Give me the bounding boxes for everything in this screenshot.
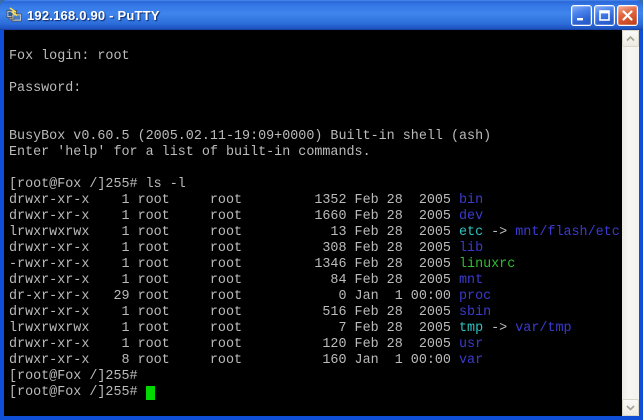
putty-app-icon bbox=[6, 6, 23, 24]
window-frame: Fox login: root Password: BusyBox v0.60.5 … bbox=[4, 30, 639, 416]
terminal-text-segment: drwxr-xr-x 1 root root 120 Feb 28 2005 bbox=[9, 337, 459, 352]
terminal-line: drwxr-xr-x 1 root root 308 Feb 28 2005 l… bbox=[9, 241, 622, 257]
terminal-text-segment: drwxr-xr-x 1 root root 1352 Feb 28 2005 bbox=[9, 193, 459, 208]
scrollbar[interactable] bbox=[622, 30, 639, 416]
terminal-line: BusyBox v0.60.5 (2005.02.11-19:09+0000) … bbox=[9, 129, 622, 145]
terminal-text-segment: drwxr-xr-x 1 root root 84 Feb 28 2005 bbox=[9, 273, 459, 288]
window-title: 192.168.0.90 - PuTTY bbox=[27, 7, 160, 23]
terminal-line: lrwxrwxrwx 1 root root 7 Feb 28 2005 tmp… bbox=[9, 321, 622, 337]
terminal-line: Fox login: root bbox=[9, 49, 622, 65]
terminal-text-segment: dr-xr-xr-x 29 root root 0 Jan 1 00:00 bbox=[9, 289, 459, 304]
terminal-text-segment: usr bbox=[459, 337, 484, 352]
terminal-line: Enter 'help' for a list of built-in comm… bbox=[9, 145, 622, 161]
terminal-text-segment: lib bbox=[459, 241, 484, 256]
terminal-text-segment: Enter 'help' for a list of built-in comm… bbox=[9, 145, 371, 160]
terminal-text-segment: lrwxrwxrwx 1 root root 13 Feb 28 2005 bbox=[9, 225, 459, 240]
terminal-text-segment: BusyBox v0.60.5 (2005.02.11-19:09+0000) … bbox=[9, 129, 492, 144]
terminal-text-segment: mnt bbox=[459, 273, 484, 288]
window-controls bbox=[571, 4, 638, 26]
terminal-line: drwxr-xr-x 1 root root 1352 Feb 28 2005 … bbox=[9, 193, 622, 209]
terminal-text-segment: etc bbox=[459, 225, 484, 240]
terminal-text-segment: sbin bbox=[459, 305, 492, 320]
terminal-text-segment: lrwxrwxrwx 1 root root 7 Feb 28 2005 bbox=[9, 321, 459, 336]
terminal-line: [root@Fox /]255# bbox=[9, 369, 622, 385]
minimize-button[interactable] bbox=[571, 4, 592, 26]
terminal-text-segment: mnt/flash/etc bbox=[515, 225, 620, 240]
terminal-line bbox=[9, 97, 622, 113]
close-button[interactable] bbox=[617, 4, 638, 26]
terminal-text-segment: [root@Fox /]255# ls -l bbox=[9, 177, 186, 192]
terminal-text-segment: Password: bbox=[9, 81, 82, 96]
terminal-text-segment: dev bbox=[459, 209, 484, 224]
terminal-text-segment: -rwxr-xr-x 1 root root 1346 Feb 28 2005 bbox=[9, 257, 459, 272]
terminal-line: [root@Fox /]255# bbox=[9, 385, 622, 401]
terminal-text-segment: bin bbox=[459, 193, 484, 208]
terminal-text-segment: [root@Fox /]255# bbox=[9, 385, 146, 400]
terminal-text-segment: var/tmp bbox=[515, 321, 572, 336]
terminal-line: drwxr-xr-x 1 root root 120 Feb 28 2005 u… bbox=[9, 337, 622, 353]
terminal-line: drwxr-xr-x 1 root root 516 Feb 28 2005 s… bbox=[9, 305, 622, 321]
terminal-line: drwxr-xr-x 1 root root 84 Feb 28 2005 mn… bbox=[9, 273, 622, 289]
terminal-line bbox=[9, 113, 622, 129]
terminal-text-segment: Fox login: root bbox=[9, 49, 130, 64]
titlebar[interactable]: 192.168.0.90 - PuTTY bbox=[0, 0, 643, 30]
terminal-text-segment: proc bbox=[459, 289, 492, 304]
scroll-down-button[interactable] bbox=[622, 399, 639, 416]
terminal-text-segment: var bbox=[459, 353, 484, 368]
terminal-line bbox=[9, 161, 622, 177]
terminal-line: lrwxrwxrwx 1 root root 13 Feb 28 2005 et… bbox=[9, 225, 622, 241]
terminal-line: drwxr-xr-x 8 root root 160 Jan 1 00:00 v… bbox=[9, 353, 622, 369]
terminal-screen[interactable]: Fox login: root Password: BusyBox v0.60.5 … bbox=[4, 30, 622, 416]
terminal-line: drwxr-xr-x 1 root root 1660 Feb 28 2005 … bbox=[9, 209, 622, 225]
terminal-text-segment: drwxr-xr-x 8 root root 160 Jan 1 00:00 bbox=[9, 353, 459, 368]
terminal-text-segment: drwxr-xr-x 1 root root 1660 Feb 28 2005 bbox=[9, 209, 459, 224]
terminal-line bbox=[9, 33, 622, 49]
terminal-line: [root@Fox /]255# ls -l bbox=[9, 177, 622, 193]
terminal-text-segment: [root@Fox /]255# bbox=[9, 369, 138, 384]
terminal-line bbox=[9, 65, 622, 81]
terminal-line: -rwxr-xr-x 1 root root 1346 Feb 28 2005 … bbox=[9, 257, 622, 273]
scrollbar-track[interactable] bbox=[622, 47, 639, 399]
terminal-text-segment: -> bbox=[483, 225, 516, 240]
maximize-button[interactable] bbox=[594, 4, 615, 26]
terminal-text-segment: -> bbox=[483, 321, 516, 336]
terminal-text-segment: tmp bbox=[459, 321, 484, 336]
terminal-text-segment: drwxr-xr-x 1 root root 516 Feb 28 2005 bbox=[9, 305, 459, 320]
terminal-text-segment: linuxrc bbox=[459, 257, 516, 272]
terminal-line: dr-xr-xr-x 29 root root 0 Jan 1 00:00 pr… bbox=[9, 289, 622, 305]
terminal-line: Password: bbox=[9, 81, 622, 97]
terminal-text-segment: drwxr-xr-x 1 root root 308 Feb 28 2005 bbox=[9, 241, 459, 256]
terminal-cursor bbox=[145, 386, 155, 400]
scroll-up-button[interactable] bbox=[622, 30, 639, 47]
